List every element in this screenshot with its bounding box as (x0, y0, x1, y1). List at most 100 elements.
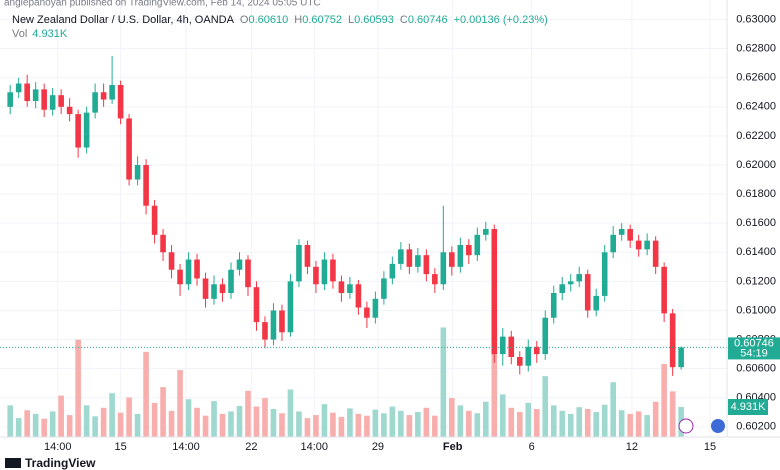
last-price-box (728, 337, 780, 360)
volume-bar (296, 411, 302, 437)
volume-bar (364, 415, 370, 437)
candle-body (7, 92, 13, 107)
candle-body (482, 229, 489, 235)
candle-body (440, 252, 447, 285)
candle-body (194, 259, 200, 279)
y-tick-label: 0.61200 (736, 275, 776, 287)
volume-bar (550, 405, 557, 437)
candle-body (245, 259, 251, 288)
candle-body (406, 249, 413, 267)
volume-bar (593, 412, 600, 437)
candle-body (389, 263, 396, 279)
volume-bar (202, 415, 209, 437)
volume-bar (525, 402, 532, 437)
x-tick-label: 15 (704, 441, 716, 453)
ohlc-value: 0.60752 (302, 14, 342, 26)
candle-body (117, 85, 124, 119)
candle-body (457, 245, 464, 267)
candle-body (678, 347, 684, 368)
candle-body (160, 234, 166, 253)
candle-body (550, 293, 557, 318)
candle-body (423, 255, 430, 275)
x-tick-label: 15 (114, 441, 126, 453)
candle-body (24, 83, 30, 101)
volume-bar (338, 416, 345, 437)
grid (0, 0, 727, 437)
candle-body (627, 229, 633, 241)
candle-body (652, 240, 659, 267)
volume-bar (245, 390, 251, 437)
volume-bar (508, 407, 515, 437)
volume-bar (669, 391, 676, 437)
volume-bar (457, 405, 464, 437)
candle-body (321, 259, 328, 285)
volume-bar (627, 413, 633, 437)
volume-bar (516, 412, 523, 437)
candle-body (296, 245, 302, 282)
volume-bar (287, 389, 294, 437)
volume-bar (406, 415, 413, 437)
candle-body (177, 269, 183, 285)
volume-pane (7, 327, 684, 437)
candle-body (415, 255, 421, 267)
volume-bar (211, 401, 217, 437)
candle-body (508, 336, 515, 357)
volume-bar (151, 402, 158, 437)
volume-bar (567, 413, 574, 437)
candle-body (372, 298, 379, 318)
volume-bar (449, 398, 455, 437)
y-tick-label: 0.60600 (736, 363, 776, 375)
y-tick-label: 0.61400 (736, 246, 776, 258)
candle-body (474, 234, 481, 256)
volume-bar (389, 406, 396, 437)
candle-body (466, 245, 472, 256)
candle-body (41, 89, 47, 110)
candle-body (355, 284, 362, 308)
volume-bar (236, 405, 243, 437)
candle-body (542, 317, 549, 355)
volume-bar (372, 409, 379, 437)
candle-body (432, 274, 438, 285)
candle-body (49, 95, 56, 110)
volume-bar (644, 415, 650, 437)
x-tick-label: 14:00 (300, 441, 328, 453)
volume-bar (576, 407, 583, 437)
volume-bar (279, 413, 285, 437)
candle-body (279, 310, 285, 333)
volume-bar (41, 418, 47, 437)
candle-body (287, 281, 294, 333)
x-tick-label: 22 (245, 441, 257, 453)
volume-bar (219, 413, 226, 437)
volume-bar (618, 410, 625, 437)
candle-body (593, 295, 600, 311)
volume-bar (270, 409, 277, 437)
volume-bar (321, 404, 328, 437)
volume-label: 4.931K (731, 401, 767, 413)
volume-bar (143, 351, 149, 437)
x-tick-label: 29 (372, 441, 384, 453)
candle-body (576, 274, 583, 282)
symbol: New Zealand Dollar / U.S. Dollar, 4h, OA… (12, 14, 235, 26)
volume-bar (474, 413, 481, 437)
volume-bar (253, 406, 260, 437)
legend: New Zealand Dollar / U.S. Dollar, 4h, OA… (12, 14, 548, 26)
attribution: angiepanoyan published on TradingView.co… (4, 0, 321, 9)
candle-body (211, 284, 217, 299)
volume-bar (601, 404, 608, 437)
candle-body (134, 165, 141, 180)
volume-bar (610, 382, 616, 437)
volume-bar (661, 363, 667, 437)
candle-body (559, 284, 566, 293)
candle-body (304, 245, 311, 267)
volume-bar (15, 418, 22, 437)
volume-key: Vol (12, 28, 27, 40)
candle-body (185, 259, 192, 285)
ohlc-key: C (400, 14, 408, 26)
event-icon (678, 418, 694, 434)
volume-bar (100, 407, 107, 437)
axes: 0.602000.604000.606000.608000.610000.612… (44, 13, 780, 453)
brand-logo (5, 458, 21, 468)
brand: TradingView (25, 456, 96, 470)
candle-body (661, 266, 667, 314)
